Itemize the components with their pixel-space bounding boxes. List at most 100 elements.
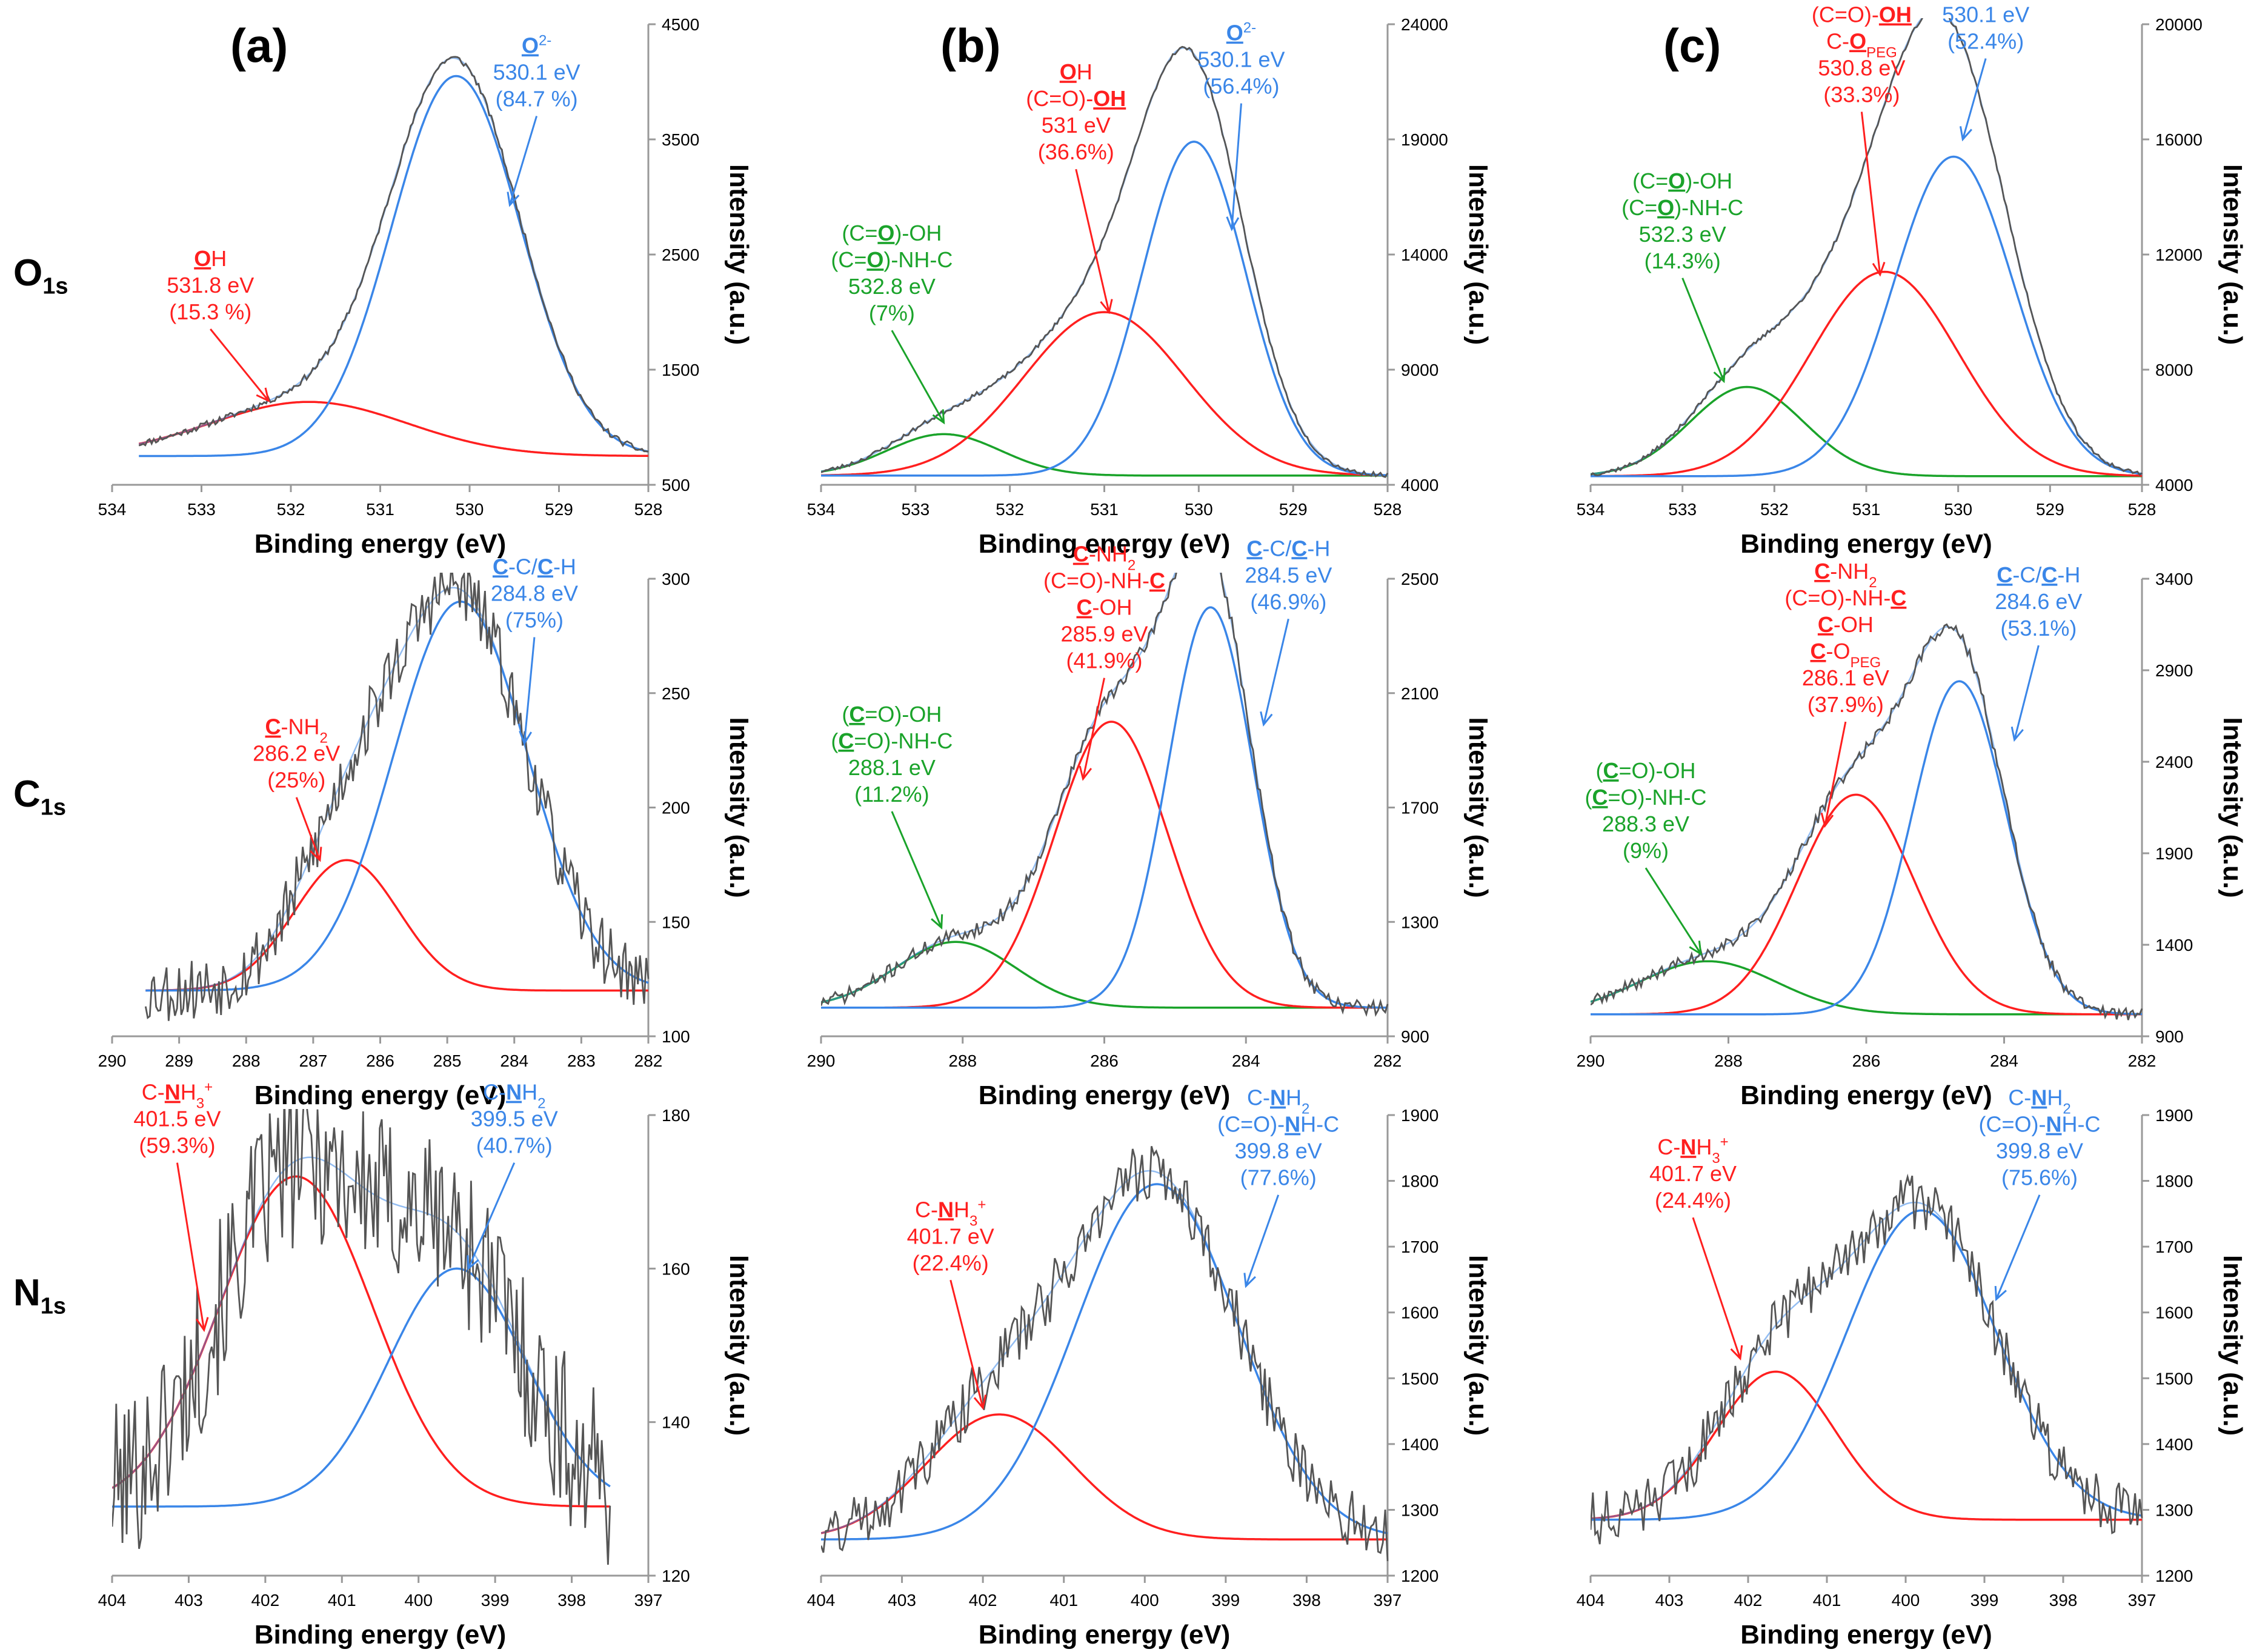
annotation-text: C [1291,536,1307,561]
y-axis-label: Intensity (a.u.) [724,1255,754,1436]
annotation-arrow-green [891,330,945,424]
annotation-text: C [1592,785,1608,810]
annotation-text: 286.2 eV [253,741,340,766]
x-tick-label: 284 [500,1051,528,1070]
annotation-text: 285.9 eV [1060,622,1148,647]
x-tick-label: 531 [1852,500,1881,519]
y-tick-label: 16000 [2155,130,2203,149]
x-tick-label: 528 [1374,500,1402,519]
y-tick-label: 9000 [1401,361,1438,379]
y-tick-label: 2500 [662,245,699,264]
annotation-text: (9%) [1623,838,1669,863]
annotation-text: C [265,714,281,739]
y-tick-label: 1300 [1401,1500,1438,1519]
annotation-text: -OH [1834,612,1874,637]
y-tick-label: 2100 [1401,684,1438,703]
annotation-arrowhead-blue [1243,1273,1256,1288]
annotation-text: -C/ [2012,562,2041,587]
annotation-text: C [1811,639,1826,664]
raw-spectrum [821,1146,1389,1562]
annotation-text: )-OH [1685,168,1732,193]
row-label-o1s: O1s [13,252,68,299]
annotation-arrow-red [1824,721,1847,826]
annotation-text: O [866,247,883,272]
annotation-text: O [1845,0,1862,1]
annotation-text: C [493,554,508,579]
fit-curve-red [821,1413,1388,1541]
raw-spectrum [821,573,1389,1018]
annotation-arrowhead-red [1872,261,1886,277]
fit-curve-green [821,433,1388,477]
annotation-arrow-blue [1995,1194,2041,1300]
chart-C1s-b: 290 288 286 284 282 900 1300 1700 2100 2500 Bindin… [807,536,1493,1110]
annotation-text: 3 [969,1213,977,1229]
annotation-text: (7%) [869,301,915,325]
annotation-text: (22.4%) [913,1250,989,1275]
annotation-arrowhead-blue [1959,126,1972,142]
x-tick-label: 404 [98,1591,127,1610]
x-tick-label: 534 [1577,500,1605,519]
y-tick-label: 1600 [2155,1304,2193,1322]
annotation-arrow-green [891,811,943,928]
annotation-text: 532.8 eV [848,274,936,299]
annotation-text: -NH [1089,542,1128,567]
annotation-text: 2 [2063,1101,2070,1117]
peak-annotation-green: (C=O)-OH (C=O)-NH-C 288.3 eV (9%) [1585,758,1707,863]
chart-O1s-a: 534 533 532 531 530 529 528 500 1500 2500 3500 4500… [98,15,754,559]
annotation-text: + [977,1196,986,1213]
y-tick-label: 2400 [2155,753,2193,771]
y-tick-label: 2900 [2155,661,2193,680]
annotation-text: (33.3%) [1823,82,1900,107]
peak-annotation-green: (C=O)-OH (C=O)-NH-C 532.3 eV (14.3%) [1621,168,1743,273]
y-tick-label: 4500 [662,15,699,34]
x-axis-label: Binding energy (eV) [1740,1081,1992,1110]
annotation-arrowhead-blue [1994,1285,2007,1302]
annotation-text: C [1603,758,1618,783]
x-tick-label: 529 [1279,500,1308,519]
annotation-text: -O [1826,639,1851,664]
annotation-text: ( [1585,785,1592,810]
annotation-text: (C=O)- [1217,1112,1285,1137]
annotation-text: (75%) [505,607,564,632]
annotation-text: 531.8 eV [167,273,254,298]
y-tick-label: 8000 [2155,361,2193,379]
x-tick-label: 285 [433,1051,462,1070]
annotation-text: C [1997,562,2012,587]
annotation-arrow-blue [523,637,536,744]
annotation-text: 2 [1302,1101,1309,1117]
y-tick-label: 1900 [1401,1106,1438,1125]
column-label-a: (a) [230,19,288,72]
column-label-c: (c) [1663,19,1721,72]
annotation-arrow-blue [1231,103,1242,230]
annotation-text: (37.9%) [1807,692,1884,717]
y-axis-label: Intensity (a.u.) [2218,164,2247,345]
annotation-text: =O)-OH [865,702,942,727]
annotation-text: (C= [842,221,877,245]
y-tick-label: 1900 [2155,1106,2193,1125]
x-tick-label: 531 [366,500,394,519]
x-tick-label: 400 [404,1591,433,1610]
annotation-arrowhead-green [931,914,943,930]
annotation-text: C [838,728,854,753]
annotation-text: (C=O)-NH- [1043,568,1149,593]
x-tick-label: 404 [807,1591,836,1610]
x-tick-label: 530 [456,500,484,519]
annotation-text: (24.4%) [1655,1188,1731,1213]
chart-N1s-c: 404 403 402 401 400 399 398 397 1200 1300 1400 1500… [1577,1085,2247,1650]
x-tick-label: 397 [2128,1591,2157,1610]
fit-curve-red [821,311,1388,477]
x-tick-label: 530 [1185,500,1213,519]
y-tick-label: 300 [662,570,690,588]
y-tick-label: 200 [662,799,690,818]
annotation-text: O [877,221,894,245]
x-tick-label: 401 [328,1591,356,1610]
annotation-arrow-green [1681,278,1725,382]
annotation-text: (56.4%) [1203,74,1279,99]
annotation-arrowhead-green [932,409,945,425]
annotation-text: 2- [1243,19,1256,36]
raw-spectrum [821,45,1389,478]
annotation-text: C [1149,568,1165,593]
annotation-text: (14.3%) [1644,248,1721,273]
x-tick-label: 290 [98,1051,127,1070]
